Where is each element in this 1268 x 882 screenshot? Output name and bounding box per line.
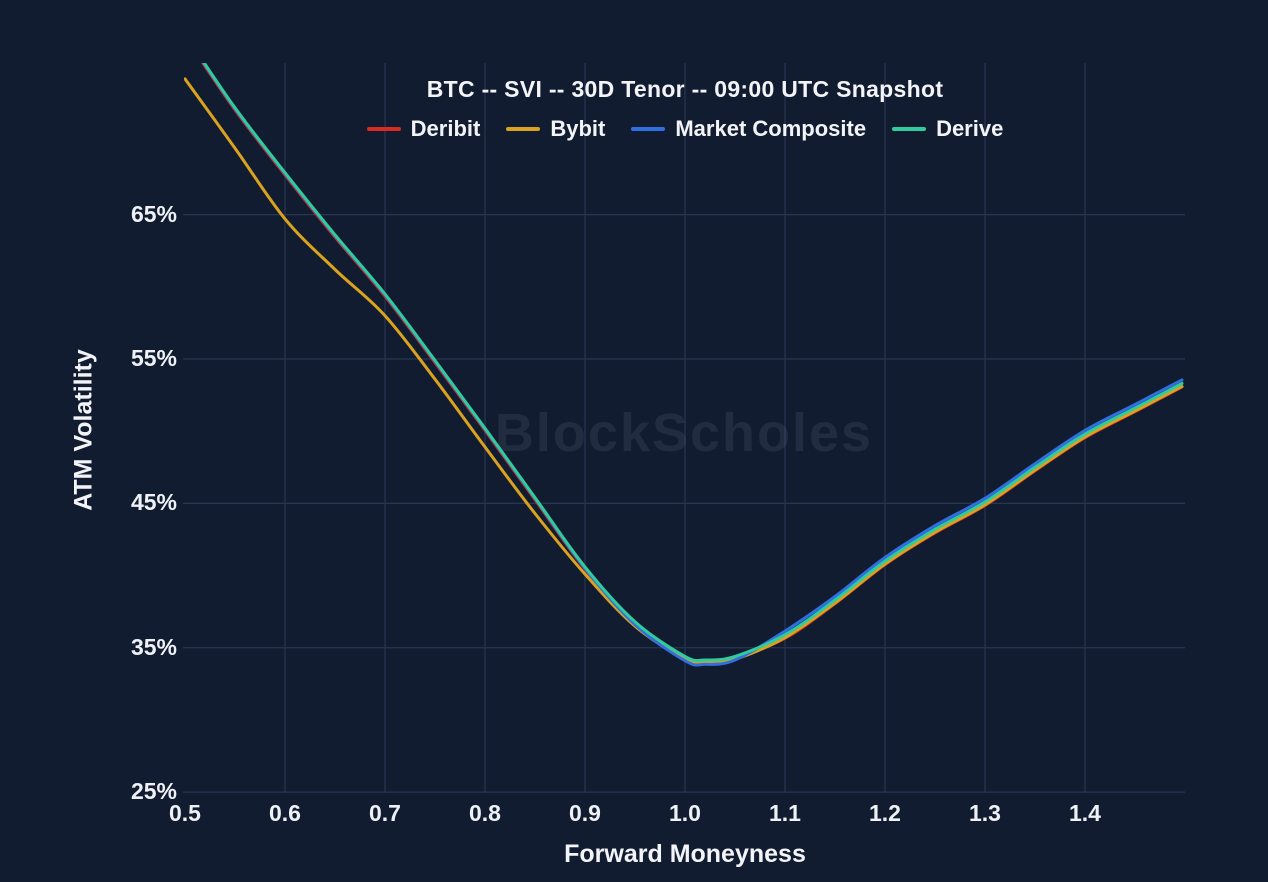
legend-item-bybit[interactable]: Bybit xyxy=(506,116,605,142)
x-tick-label: 1.4 xyxy=(1069,800,1101,826)
y-tick-label: 35% xyxy=(130,633,177,660)
x-tick-label: 1.0 xyxy=(669,800,701,826)
x-tick-label: 0.7 xyxy=(369,800,401,826)
legend-item-derive[interactable]: Derive xyxy=(892,116,1003,142)
x-tick-label: 1.2 xyxy=(869,800,901,826)
y-axis-title: ATM Volatility xyxy=(69,349,98,511)
legend-label-deribit: Deribit xyxy=(410,116,481,141)
legend-item-deribit[interactable]: Deribit xyxy=(366,116,481,142)
legend: Deribit Bybit Market Composite Derive xyxy=(185,116,1185,142)
x-tick-label: 1.3 xyxy=(969,800,1001,826)
market-composite-line-swatch-icon xyxy=(631,127,666,131)
watermark: BlockScholes xyxy=(495,403,873,463)
x-axis-title: Forward Moneyness xyxy=(564,840,806,868)
legend-label-bybit: Bybit xyxy=(550,116,606,141)
x-tick-label: 0.9 xyxy=(569,800,601,826)
bybit-line-swatch-icon xyxy=(506,127,541,131)
y-tick-label: 65% xyxy=(130,200,177,227)
x-tick-label: 0.6 xyxy=(269,800,301,826)
deribit-line-swatch-icon xyxy=(366,127,401,131)
legend-label-derive: Derive xyxy=(936,116,1004,141)
series-curves xyxy=(184,63,1184,667)
x-tick-label: 0.8 xyxy=(469,800,501,826)
y-tick-label: 25% xyxy=(130,778,177,805)
chart-title: BTC -- SVI -- 30D Tenor -- 09:00 UTC Sna… xyxy=(426,76,944,102)
legend-label-market-composite: Market Composite xyxy=(675,116,867,141)
x-tick-label: 1.1 xyxy=(769,800,801,826)
series-curve-derive xyxy=(202,63,1184,663)
legend-item-market-composite[interactable]: Market Composite xyxy=(631,116,866,142)
series-curve-bybit xyxy=(184,77,1184,665)
y-tick-label: 55% xyxy=(130,344,177,371)
y-tick-label: 45% xyxy=(130,489,177,516)
x-tick-label: 0.5 xyxy=(169,800,201,826)
gridlines xyxy=(183,63,1185,793)
derive-line-swatch-icon xyxy=(892,127,927,131)
